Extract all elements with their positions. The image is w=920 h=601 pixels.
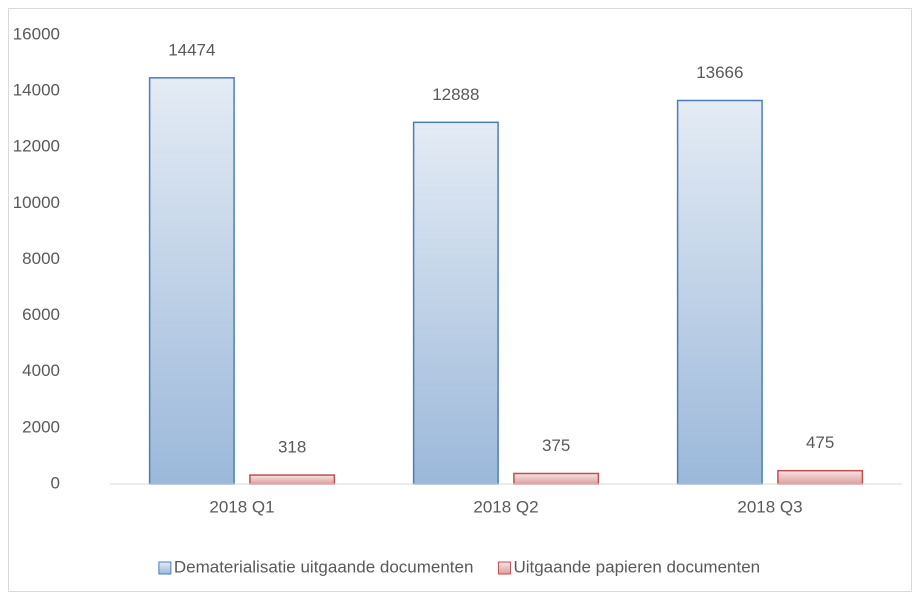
legend-label: Dematerialisatie uitgaande documenten [174, 557, 474, 576]
bar [513, 472, 600, 485]
y-tick-label: 8000 [22, 249, 60, 268]
x-tick-label: 2018 Q2 [473, 497, 538, 516]
data-label: 475 [806, 433, 834, 452]
bar [676, 99, 763, 485]
x-tick-label: 2018 Q3 [737, 497, 802, 516]
bar [412, 121, 499, 485]
data-label: 14474 [168, 40, 215, 59]
y-tick-label: 2000 [22, 417, 60, 436]
bar [249, 474, 336, 485]
legend-swatch [158, 561, 172, 575]
y-tick-label: 14000 [13, 81, 60, 100]
legend-label: Uitgaande papieren documenten [513, 557, 760, 576]
x-tick-label: 2018 Q1 [209, 497, 274, 516]
bar [777, 469, 864, 485]
y-tick-label: 10000 [13, 193, 60, 212]
legend-swatch [497, 561, 511, 575]
data-label: 375 [542, 436, 570, 455]
data-label: 13666 [696, 63, 743, 82]
y-tick-label: 16000 [13, 24, 60, 43]
y-tick-label: 6000 [22, 305, 60, 324]
y-tick-label: 0 [51, 473, 60, 492]
data-label: 12888 [432, 85, 479, 104]
y-tick-label: 4000 [22, 361, 60, 380]
y-tick-label: 12000 [13, 137, 60, 156]
data-label: 318 [278, 438, 306, 457]
bar [148, 77, 235, 485]
